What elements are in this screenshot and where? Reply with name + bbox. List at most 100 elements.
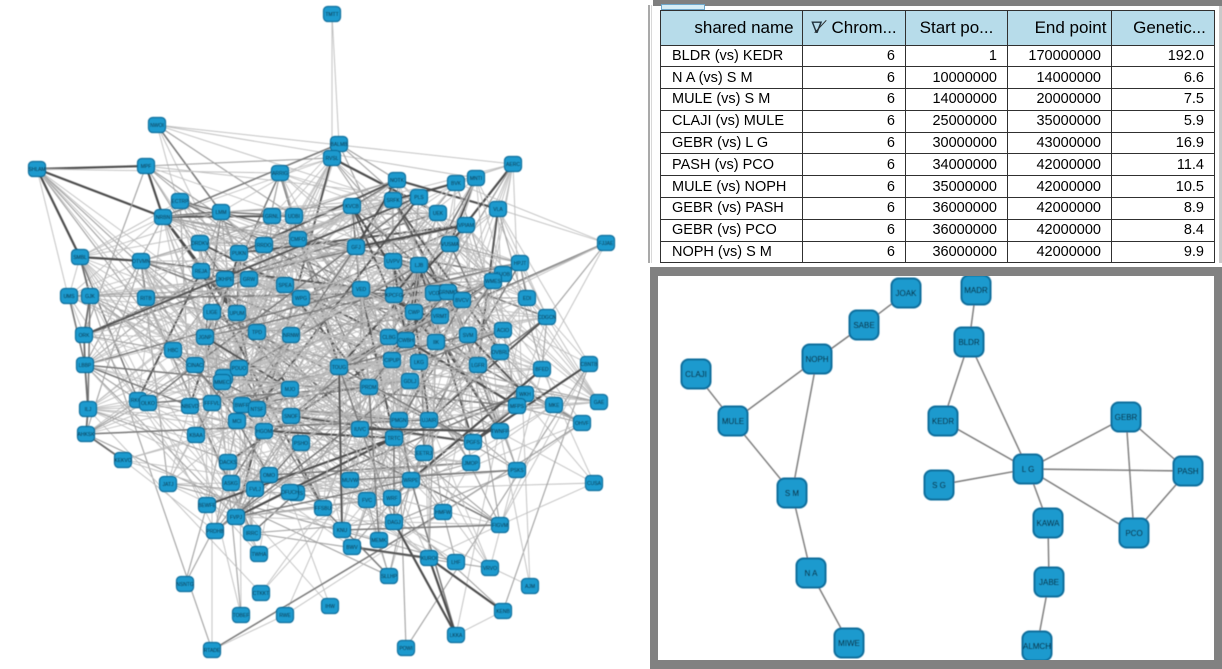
svg-text:PMGN: PMGN — [392, 418, 407, 424]
svg-text:ARRIG: ARRIG — [272, 171, 288, 177]
svg-text:RTADE: RTADE — [204, 648, 221, 654]
svg-text:LHF: LHF — [451, 560, 460, 566]
svg-text:WMES: WMES — [485, 279, 501, 285]
svg-text:LGFR: LGFR — [471, 363, 485, 369]
svg-text:S M: S M — [785, 489, 800, 498]
svg-text:CWP: CWP — [408, 310, 420, 316]
svg-text:AERC: AERC — [506, 162, 520, 168]
svg-text:PDUO: PDUO — [232, 366, 247, 372]
svg-text:WRPE: WRPE — [404, 478, 420, 484]
svg-text:PSKS: PSKS — [510, 468, 524, 474]
svg-text:OLKO: OLKO — [141, 401, 155, 407]
svg-text:CDGCN: CDGCN — [538, 315, 557, 321]
svg-text:MMEC: MMEC — [214, 380, 230, 386]
svg-text:LJB: LJB — [415, 263, 424, 269]
svg-text:FUOB: FUOB — [496, 272, 511, 278]
svg-text:NRBN: NRBN — [156, 215, 171, 221]
svg-text:IIK: IIK — [433, 340, 440, 346]
svg-text:N A: N A — [805, 569, 819, 578]
svg-text:NTSF: NTSF — [250, 407, 263, 413]
svg-text:IRRC: IRRC — [246, 531, 259, 537]
svg-text:NRNW: NRNW — [283, 333, 299, 339]
svg-text:NOTK: NOTK — [390, 178, 405, 184]
svg-text:VCG: VCG — [429, 291, 440, 297]
svg-text:KEKVO: KEKVO — [114, 458, 131, 464]
svg-text:ASKG: ASKG — [224, 481, 238, 487]
svg-text:TOBEF: TOBEF — [233, 613, 250, 619]
svg-text:WKH: WKH — [519, 392, 531, 398]
svg-text:GRW: GRW — [243, 277, 255, 283]
svg-text:FJJAE: FJJAE — [599, 241, 614, 247]
svg-text:TWNFP: TWNFP — [491, 429, 509, 435]
svg-text:JOAK: JOAK — [896, 289, 918, 298]
svg-text:BFED: BFED — [535, 367, 549, 373]
svg-text:LMM: LMM — [215, 210, 226, 216]
svg-text:SMBL: SMBL — [73, 255, 87, 261]
svg-text:MCI: MCI — [232, 419, 241, 425]
svg-text:JKHPE: JKHPE — [217, 277, 234, 283]
svg-text:EETRJ: EETRJ — [416, 451, 432, 457]
svg-text:FVPJ: FVPJ — [230, 515, 243, 521]
svg-text:CTKKT: CTKKT — [253, 591, 269, 597]
svg-text:AHKSK: AHKSK — [78, 432, 96, 438]
svg-text:LBBP: LBBP — [79, 363, 92, 369]
svg-text:FVLJ: FVLJ — [249, 487, 261, 493]
svg-text:TRTC: TRTC — [387, 436, 401, 442]
svg-text:TMTT: TMTT — [325, 12, 338, 18]
svg-text:PUKN: PUKN — [232, 251, 246, 257]
svg-text:FFSBU: FFSBU — [315, 506, 332, 512]
svg-text:CINAC: CINAC — [187, 363, 203, 369]
svg-text:NWOI: NWOI — [150, 123, 164, 129]
svg-text:MJO: MJO — [285, 387, 296, 393]
svg-text:CMFO: CMFO — [291, 237, 306, 243]
svg-text:PCO: PCO — [1125, 529, 1142, 538]
svg-text:PASH: PASH — [1177, 467, 1198, 476]
svg-text:UJAIR: UJAIR — [422, 418, 437, 424]
svg-text:OVBRL: OVBRL — [492, 350, 509, 356]
svg-text:HMFW: HMFW — [435, 510, 451, 516]
svg-text:KPCFG: KPCFG — [385, 293, 402, 299]
svg-text:CBNTB: CBNTB — [581, 362, 599, 368]
svg-text:TOUG: TOUG — [332, 365, 346, 371]
svg-text:BLDR: BLDR — [958, 338, 980, 347]
svg-text:MADR: MADR — [964, 286, 988, 295]
svg-text:OHVF: OHVF — [575, 421, 589, 427]
svg-text:NOPH: NOPH — [805, 355, 828, 364]
svg-text:CUSA: CUSA — [587, 481, 602, 487]
svg-text:VED: VED — [356, 287, 367, 293]
svg-text:L G: L G — [1022, 465, 1035, 474]
svg-text:ACIO: ACIO — [497, 328, 509, 334]
svg-text:BVK: BVK — [451, 181, 462, 187]
svg-text:UEK: UEK — [433, 211, 444, 217]
svg-text:KEDR: KEDR — [932, 417, 954, 426]
svg-text:ALMCH: ALMCH — [1023, 642, 1051, 651]
svg-text:NBEVD: NBEVD — [181, 404, 199, 410]
svg-text:PRDHB: PRDHB — [206, 529, 224, 535]
svg-text:SPEA: SPEA — [278, 283, 292, 289]
svg-text:POWI: POWI — [399, 646, 412, 652]
svg-text:FVC: FVC — [362, 498, 372, 504]
svg-text:EDI: EDI — [523, 296, 531, 302]
svg-text:WRF: WRF — [386, 496, 397, 502]
svg-text:MNTI: MNTI — [470, 176, 482, 182]
svg-text:VRMT: VRMT — [433, 314, 447, 320]
svg-text:GFJ: GFJ — [351, 245, 361, 251]
svg-text:KAWA: KAWA — [1037, 519, 1061, 528]
svg-text:BWFR: BWFR — [235, 403, 250, 409]
svg-text:ILJ: ILJ — [85, 407, 92, 413]
svg-text:SRFK: SRFK — [386, 198, 400, 204]
svg-text:JMOP: JMOP — [464, 461, 479, 467]
svg-text:CIPUP: CIPUP — [384, 358, 400, 364]
svg-text:DRDKV: DRDKV — [191, 241, 209, 247]
svg-text:KUROI: KUROI — [421, 556, 437, 562]
svg-text:SABE: SABE — [853, 321, 874, 330]
svg-text:LKKA: LKKA — [450, 633, 463, 639]
svg-text:SVM: SVM — [463, 333, 474, 339]
svg-text:ECTRP: ECTRP — [172, 199, 190, 205]
svg-text:SLLHP: SLLHP — [381, 574, 398, 580]
svg-text:HPJT: HPJT — [514, 261, 527, 267]
svg-text:LKG: LKG — [414, 360, 424, 366]
svg-text:MUVW: MUVW — [342, 478, 358, 484]
svg-text:GRNL: GRNL — [265, 214, 279, 220]
svg-text:PGFS: PGFS — [466, 440, 480, 446]
